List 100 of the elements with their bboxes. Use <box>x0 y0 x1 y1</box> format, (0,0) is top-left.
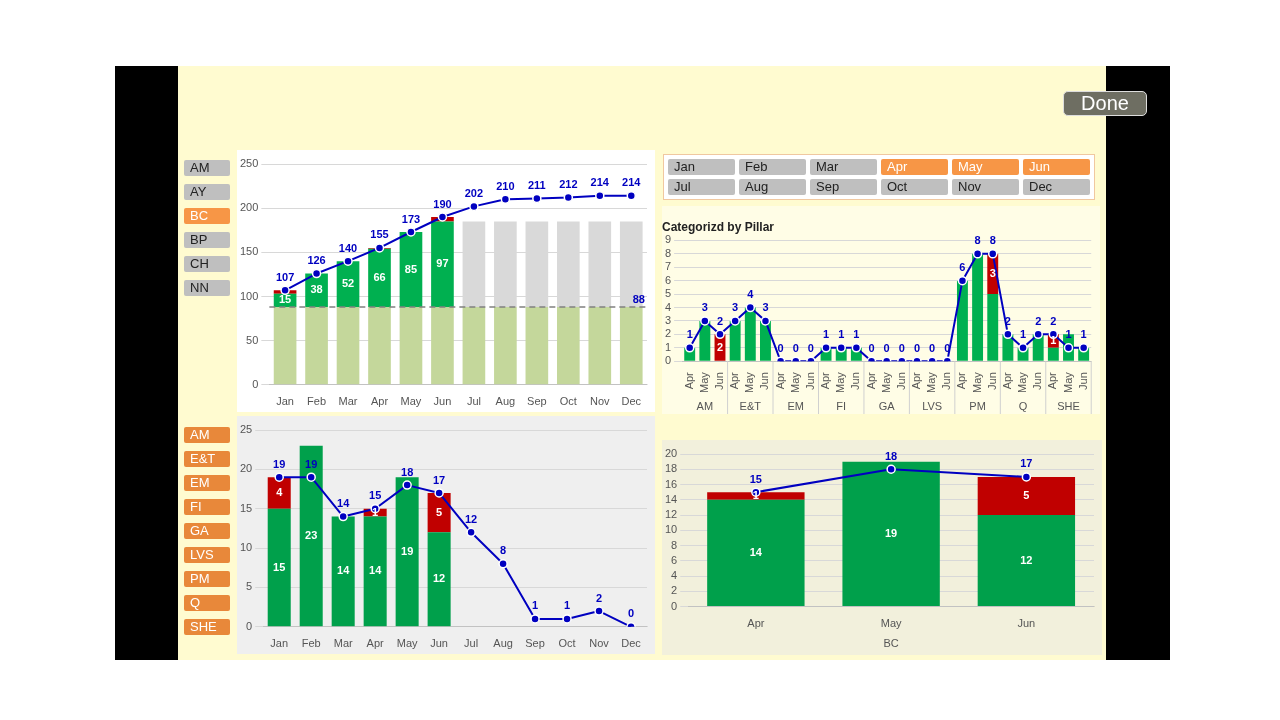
point <box>821 343 831 353</box>
data-label: 5 <box>1023 489 1030 501</box>
point <box>972 249 983 259</box>
x-tick-label: May <box>1016 371 1029 393</box>
x-tick-label: May <box>396 637 419 650</box>
data-label: 1 <box>1019 328 1027 341</box>
data-label: 19 <box>884 526 898 539</box>
data-label: 3 <box>762 301 769 314</box>
point <box>700 316 710 326</box>
x-tick-label: Jun <box>803 372 816 390</box>
data-label: 0 <box>929 341 936 354</box>
category-label: BC <box>184 208 230 224</box>
x-tick-label: May <box>743 371 756 393</box>
text: Q <box>1018 399 1028 412</box>
data-label: 1 <box>838 328 845 341</box>
bar <box>707 492 805 500</box>
bar <box>395 477 419 627</box>
point <box>987 249 998 259</box>
category-label: Mar <box>810 159 877 175</box>
category-label: NN <box>184 280 230 296</box>
y-tick-label: 10 <box>664 523 678 536</box>
x-tick-label: Jun <box>940 372 953 390</box>
bar <box>267 508 291 627</box>
y-tick-label: 4 <box>671 569 678 582</box>
x-tick-label: Jun <box>894 372 907 390</box>
data-label: 18 <box>884 449 898 462</box>
bar <box>399 307 423 385</box>
bar <box>977 515 1076 607</box>
y-tick-label: 50 <box>246 333 259 346</box>
x-tick-label: Aug <box>495 395 516 408</box>
x-tick-label: Dec <box>621 395 642 408</box>
point <box>1018 343 1028 353</box>
text: GA <box>878 399 896 412</box>
x-tick-label: Jul <box>466 395 481 408</box>
bar <box>299 445 323 627</box>
point <box>406 227 416 237</box>
category-label: E&T <box>184 451 230 467</box>
data-label: 15 <box>369 489 382 502</box>
bar <box>431 221 454 308</box>
data-label: 19 <box>273 457 286 470</box>
x-tick-label: Nov <box>590 395 611 408</box>
x-tick-label: Jun <box>985 372 998 390</box>
text: LVS <box>922 399 943 412</box>
point <box>274 472 284 482</box>
category-label: FI <box>184 499 230 515</box>
ref-line-label: 88 <box>632 292 645 305</box>
data-label: 2 <box>1035 314 1042 327</box>
x-tick-label: May <box>880 617 903 630</box>
y-tick-label: 8 <box>671 538 678 551</box>
bar <box>707 499 805 607</box>
bar <box>305 307 328 385</box>
point <box>1003 329 1013 340</box>
x-tick-label: Jun <box>430 637 448 650</box>
x-tick-label: Feb <box>301 637 321 650</box>
data-label: 85 <box>404 262 418 275</box>
data-label: 5 <box>436 505 443 518</box>
x-tick-label: Jun <box>849 372 862 390</box>
x-tick-label: Oct <box>558 637 576 650</box>
data-label: 0 <box>627 607 635 620</box>
data-label: 202 <box>464 186 484 199</box>
x-tick-label: Jun <box>1076 372 1089 390</box>
x-tick-label: Apr <box>819 371 832 390</box>
data-label: 12 <box>433 572 446 585</box>
category-label: Q <box>184 595 230 611</box>
x-tick-label: Feb <box>307 395 327 408</box>
data-label: 0 <box>777 341 784 354</box>
point <box>1063 343 1074 353</box>
data-label: 214 <box>622 176 642 189</box>
y-tick-label: 20 <box>664 447 678 460</box>
point <box>836 343 846 353</box>
x-tick-label: Aug <box>493 637 513 650</box>
y-tick-label: 15 <box>239 501 253 514</box>
category-label: GA <box>184 523 230 539</box>
data-label: 2 <box>716 340 724 353</box>
chart-title: Categorizd by Pillar <box>662 219 775 234</box>
data-label: 212 <box>559 178 578 191</box>
data-label: 23 <box>305 529 318 542</box>
bar <box>462 307 486 385</box>
y-tick-label: 4 <box>664 300 672 313</box>
y-tick-label: 25 <box>239 423 253 436</box>
y-tick-label: 20 <box>239 462 253 475</box>
x-tick-label: Apr <box>370 395 389 408</box>
y-tick-label: 10 <box>239 541 253 554</box>
text: EM <box>787 399 805 412</box>
x-tick-label: Apr <box>955 371 968 390</box>
y-tick-label: 150 <box>239 245 259 258</box>
data-label: 0 <box>868 341 875 354</box>
data-label: 15 <box>278 293 292 306</box>
bar <box>619 307 643 385</box>
x-tick-label: Mar <box>338 395 358 408</box>
point <box>957 275 968 286</box>
data-label: 8 <box>974 234 981 247</box>
point <box>730 316 740 326</box>
data-label: 211 <box>527 178 546 191</box>
data-label: 66 <box>373 270 386 283</box>
point <box>715 329 725 340</box>
category-label: Jan <box>668 159 735 175</box>
data-label: 0 <box>883 341 890 354</box>
x-tick-label: Jun <box>758 372 771 390</box>
bar <box>729 320 741 361</box>
